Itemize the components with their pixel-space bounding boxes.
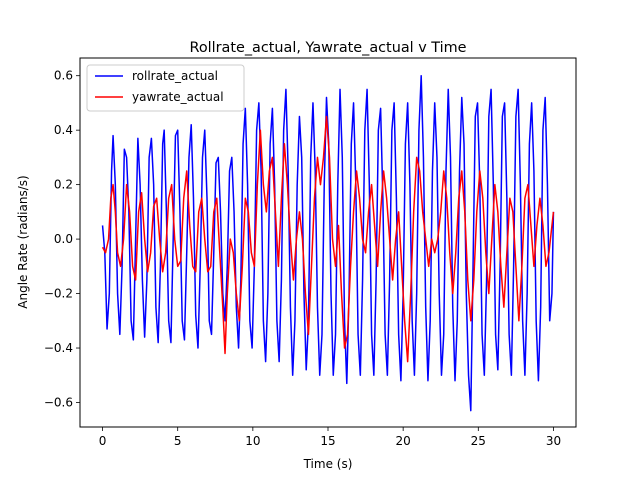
legend-label-rollrate: rollrate_actual bbox=[132, 69, 218, 83]
y-axis: −0.6 −0.4 −0.2 0.0 0.2 0.4 0.6 bbox=[44, 69, 80, 409]
y-tick-label: −0.4 bbox=[44, 341, 73, 355]
y-tick-label: −0.6 bbox=[44, 395, 73, 409]
x-tick-label: 5 bbox=[174, 434, 182, 448]
x-tick-label: 15 bbox=[320, 434, 335, 448]
legend-label-yawrate: yawrate_actual bbox=[132, 90, 224, 104]
x-axis: 0 5 10 15 20 25 30 bbox=[99, 427, 561, 448]
series-line-yawrate-actual bbox=[101, 115, 555, 363]
x-tick-label: 10 bbox=[245, 434, 260, 448]
y-tick-label: 0.6 bbox=[54, 69, 73, 83]
y-axis-label: Angle Rate (radians/s) bbox=[16, 175, 30, 308]
chart-title: Rollrate_actual, Yawrate_actual v Time bbox=[189, 40, 466, 56]
legend: rollrate_actual yawrate_actual bbox=[86, 64, 245, 112]
series-line-rollrate-actual bbox=[101, 74, 555, 412]
y-tick-label: 0.0 bbox=[54, 232, 73, 246]
x-tick-label: 30 bbox=[546, 434, 561, 448]
legend-box bbox=[86, 64, 245, 112]
x-tick-label: 25 bbox=[471, 434, 486, 448]
plot-area bbox=[79, 57, 577, 428]
y-tick-label: 0.4 bbox=[54, 123, 73, 137]
x-tick-label: 20 bbox=[396, 434, 411, 448]
series-layer bbox=[101, 74, 555, 412]
y-tick-label: −0.2 bbox=[44, 287, 73, 301]
y-tick-label: 0.2 bbox=[54, 178, 73, 192]
x-tick-label: 0 bbox=[99, 434, 107, 448]
x-axis-label: Time (s) bbox=[303, 457, 353, 471]
